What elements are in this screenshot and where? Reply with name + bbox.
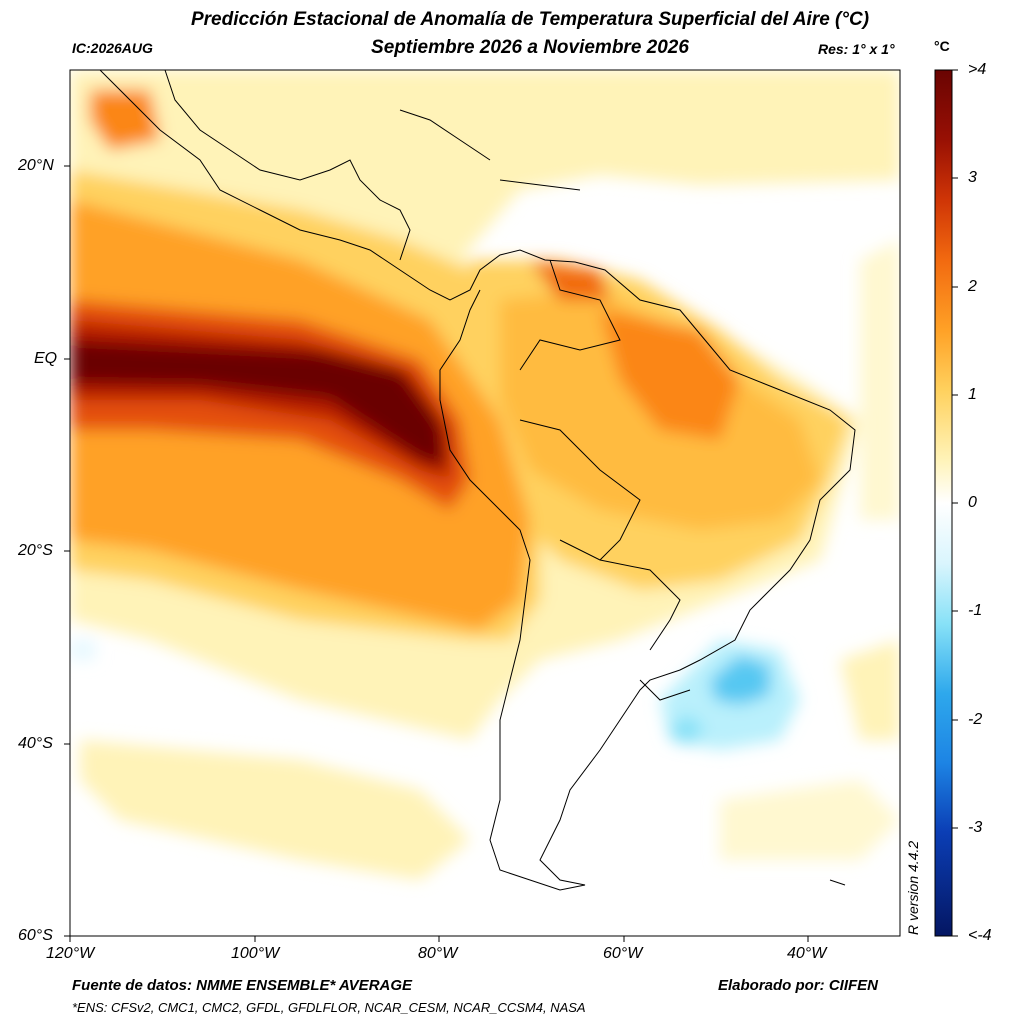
lon-label: 120°W [46, 945, 95, 962]
lat-label: 20°S [18, 542, 53, 559]
lon-ticks [69, 936, 809, 942]
colorbar-label: -2 [968, 711, 983, 728]
colorbar-label: -1 [968, 602, 983, 619]
colorbar-label: -3 [968, 819, 983, 836]
lat-label: 20°N [18, 157, 54, 174]
lat-ticks [64, 165, 70, 937]
colorbar-label: 1 [968, 386, 977, 403]
colorbar-label: <-4 [968, 927, 992, 944]
ensemble-members: *ENS: CFSv2, CMC1, CMC2, GFDL, GFDLFLOR,… [72, 1000, 586, 1015]
data-source: Fuente de datos: NMME ENSEMBLE* AVERAGE [72, 977, 413, 994]
initial-condition: IC:2026AUG [72, 40, 153, 56]
author-credit: Elaborado por: CIIFEN [718, 977, 879, 994]
colorbar-label: 0 [968, 494, 977, 511]
figure-title: Predicción Estacional de Anomalía de Tem… [190, 9, 870, 30]
map-frame [69, 69, 901, 937]
colorbar-label: 2 [968, 278, 977, 295]
resolution: Res: 1° x 1° [818, 41, 895, 57]
figure-subtitle: Septiembre 2026 a Noviembre 2026 [371, 37, 689, 58]
lon-label: 100°W [231, 945, 280, 962]
lat-label: 60°S [18, 927, 53, 944]
colorbar-label: >4 [968, 61, 987, 78]
anomaly-field [70, 70, 900, 936]
lat-label: EQ [34, 350, 58, 367]
lon-label: 60°W [603, 945, 643, 962]
lat-label: 40°S [18, 735, 53, 752]
colorbar-ticks [952, 69, 958, 937]
lon-label: 80°W [418, 945, 458, 962]
colorbar-label: 3 [968, 169, 977, 186]
r-version: R version 4.4.2 [905, 840, 921, 935]
colorbar-unit: °C [934, 38, 950, 54]
colorbar [934, 69, 953, 937]
lon-label: 40°W [787, 945, 827, 962]
coastlines [99, 70, 856, 891]
